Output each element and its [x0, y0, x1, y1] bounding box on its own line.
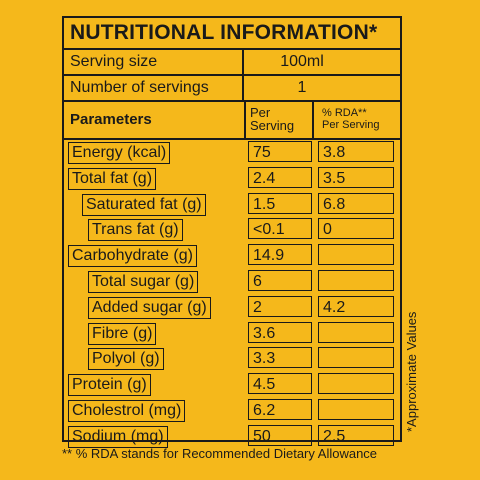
servings-label: Number of servings	[64, 76, 244, 100]
nutrient-name: Fibre (g)	[88, 322, 157, 345]
nutrient-name: Sodium (mg)	[68, 425, 168, 448]
nutrient-name: Cholestrol (mg)	[68, 399, 186, 422]
rda-footnote: ** % RDA stands for Recommended Dietary …	[62, 446, 378, 461]
table-row: Cholestrol (mg) 6.2	[64, 398, 400, 424]
per-serving-value: 4.5	[248, 373, 312, 395]
rda-header-line1: % RDA**	[322, 107, 367, 119]
table-row: Added sugar (g) 2 4.2	[64, 295, 400, 321]
nutrient-name: Energy (kcal)	[68, 142, 171, 164]
table-header: Parameters Per Serving % RDA** Per Servi…	[64, 102, 400, 140]
nutrient-rows: Energy (kcal) 75 3.8 Total fat (g) 2.4 3.5 S…	[64, 140, 400, 450]
rda-value	[318, 321, 394, 343]
rda-value	[318, 398, 394, 420]
per-serving-value: 6	[248, 269, 312, 291]
servings-value: 1	[297, 79, 307, 96]
per-serving-value: 6.2	[248, 398, 312, 420]
rda-value	[318, 244, 394, 266]
table-title: NUTRITIONAL INFORMATION*	[64, 18, 400, 50]
per-serving-value: 3.6	[248, 321, 312, 343]
per-serving-value: 75	[248, 141, 312, 162]
table-row: Protein (g) 4.5	[64, 372, 400, 398]
table-row: Saturated fat (g) 1.5 6.8	[64, 192, 400, 218]
per-serving-value: 50	[248, 424, 312, 446]
table-row: Carbohydrate (g) 14.9	[64, 243, 400, 269]
nutrient-name: Total sugar (g)	[88, 270, 199, 293]
nutrient-name: Carbohydrate (g)	[68, 245, 197, 268]
parameters-header: Parameters	[70, 111, 152, 128]
rda-value	[318, 347, 394, 369]
per-serving-value: 1.5	[248, 192, 312, 214]
table-row: Sodium (mg) 50 2.5	[64, 424, 400, 450]
per-serving-header: Per Serving	[244, 102, 314, 138]
table-row: Energy (kcal) 75 3.8	[64, 140, 400, 166]
per-serving-value: <0.1	[248, 218, 312, 240]
per-serving-value: 2	[248, 295, 312, 317]
rda-value: 2.5	[318, 424, 394, 446]
per-serving-header-line2: Serving	[250, 118, 295, 133]
rda-value	[318, 269, 394, 291]
nutrient-name: Trans fat (g)	[88, 219, 183, 242]
table-row: Total fat (g) 2.4 3.5	[64, 166, 400, 192]
serving-size-label: Serving size	[64, 50, 244, 74]
serving-size-row: Serving size 100ml	[64, 50, 400, 76]
table-row: Fibre (g) 3.6	[64, 321, 400, 347]
rda-header-line2: Per Serving	[322, 119, 380, 131]
rda-value	[318, 373, 394, 395]
nutrition-table: NUTRITIONAL INFORMATION* Serving size 10…	[62, 16, 402, 448]
nutrient-name: Polyol (g)	[88, 348, 164, 371]
rda-header: % RDA** Per Serving	[314, 102, 400, 138]
nutrient-name: Protein (g)	[68, 374, 151, 397]
rda-value: 0	[318, 218, 394, 240]
per-serving-value: 3.3	[248, 347, 312, 369]
approximate-values-note: *Approximate Values	[404, 311, 419, 432]
nutrient-name: Saturated fat (g)	[82, 193, 206, 216]
rda-value: 4.2	[318, 295, 394, 317]
nutrient-name: Total fat (g)	[68, 167, 157, 190]
serving-size-value: 100ml	[280, 53, 324, 70]
servings-row: Number of servings 1	[64, 76, 400, 102]
rda-value: 3.8	[318, 141, 394, 162]
table-row: Polyol (g) 3.3	[64, 346, 400, 372]
rda-value: 3.5	[318, 166, 394, 188]
per-serving-value: 14.9	[248, 244, 312, 266]
table-row: Trans fat (g) <0.1 0	[64, 217, 400, 243]
per-serving-value: 2.4	[248, 166, 312, 188]
table-row: Total sugar (g) 6	[64, 269, 400, 295]
per-serving-header-line1: Per	[250, 105, 271, 120]
nutrient-name: Added sugar (g)	[88, 296, 211, 319]
rda-value: 6.8	[318, 192, 394, 214]
